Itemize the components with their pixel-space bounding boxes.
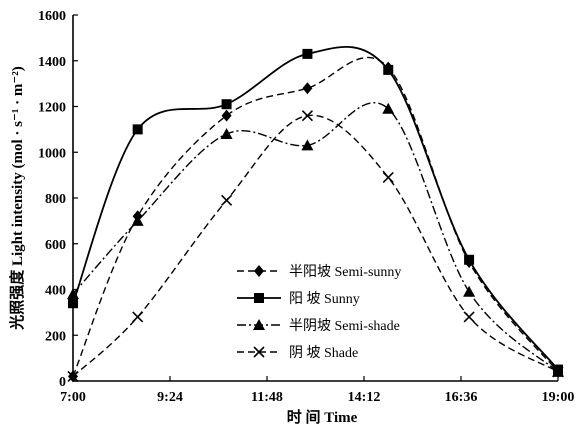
y-tick-label: 1600 bbox=[38, 9, 66, 24]
data-point-square bbox=[383, 64, 394, 75]
y-tick-label: 1400 bbox=[38, 55, 66, 70]
data-point-x bbox=[67, 370, 79, 382]
x-tick-label: 16:36 bbox=[445, 390, 478, 405]
y-tick-label: 400 bbox=[45, 284, 66, 299]
x-axis-ticks: 7:00 9:24 11:48 14:12 16:36 19:00 bbox=[60, 376, 574, 405]
legend-entry-label: 阳 坡 Sunny bbox=[289, 291, 360, 307]
data-point-triangle bbox=[67, 288, 79, 300]
data-point-triangle bbox=[131, 214, 144, 226]
data-point-x bbox=[301, 110, 313, 122]
y-tick-label: 800 bbox=[45, 192, 66, 207]
y-tick-label: 600 bbox=[45, 238, 66, 253]
legend-entry-label: 半阳坡 Semi-sunny bbox=[289, 264, 401, 280]
data-point-square bbox=[302, 48, 313, 59]
series-line-4 bbox=[72, 114, 559, 377]
data-point-diamond bbox=[221, 109, 232, 122]
data-point-x bbox=[382, 171, 394, 183]
series-markers bbox=[67, 48, 564, 383]
data-point-square bbox=[221, 99, 232, 110]
data-point-square bbox=[464, 254, 475, 265]
y-axis-label: 光照强度 Light intensity (mol · s⁻¹ · m⁻²) bbox=[8, 66, 26, 331]
x-axis-label: 时 间 Time bbox=[287, 408, 358, 426]
y-tick-label: 0 bbox=[59, 375, 66, 390]
legend-marker bbox=[253, 319, 265, 330]
legend-marker bbox=[254, 293, 264, 303]
data-point-triangle bbox=[463, 285, 476, 297]
data-point-square bbox=[132, 124, 143, 135]
data-point-x bbox=[463, 311, 475, 323]
y-axis-ticks: 0 200 400 600 800 1000 1200 1400 1600 bbox=[38, 9, 78, 390]
data-point-triangle bbox=[382, 102, 395, 114]
x-tick-label: 14:12 bbox=[348, 390, 381, 405]
x-tick-label: 19:00 bbox=[542, 390, 575, 405]
data-point-x bbox=[552, 366, 564, 378]
data-point-x bbox=[132, 311, 144, 323]
x-tick-label: 11:48 bbox=[251, 390, 283, 405]
legend-marker bbox=[253, 346, 265, 358]
legend-entry-label: 阴 坡 Shade bbox=[289, 345, 358, 361]
legend: 半阳坡 Semi-sunny 阳 坡 Sunny 半阴坡 Semi-shade 阴 坡… bbox=[237, 264, 401, 361]
data-point-triangle bbox=[301, 139, 314, 151]
data-point-x bbox=[221, 194, 233, 206]
legend-marker bbox=[254, 265, 264, 277]
y-tick-label: 200 bbox=[45, 329, 66, 344]
x-tick-label: 7:00 bbox=[60, 390, 86, 405]
legend-entry-label: 半阴坡 Semi-shade bbox=[289, 318, 400, 334]
data-point-triangle bbox=[220, 127, 233, 139]
x-tick-label: 9:24 bbox=[157, 390, 183, 405]
y-tick-label: 1200 bbox=[38, 101, 66, 116]
data-point-square bbox=[68, 298, 78, 309]
y-tick-label: 1000 bbox=[38, 146, 66, 161]
data-point-diamond bbox=[302, 82, 313, 95]
